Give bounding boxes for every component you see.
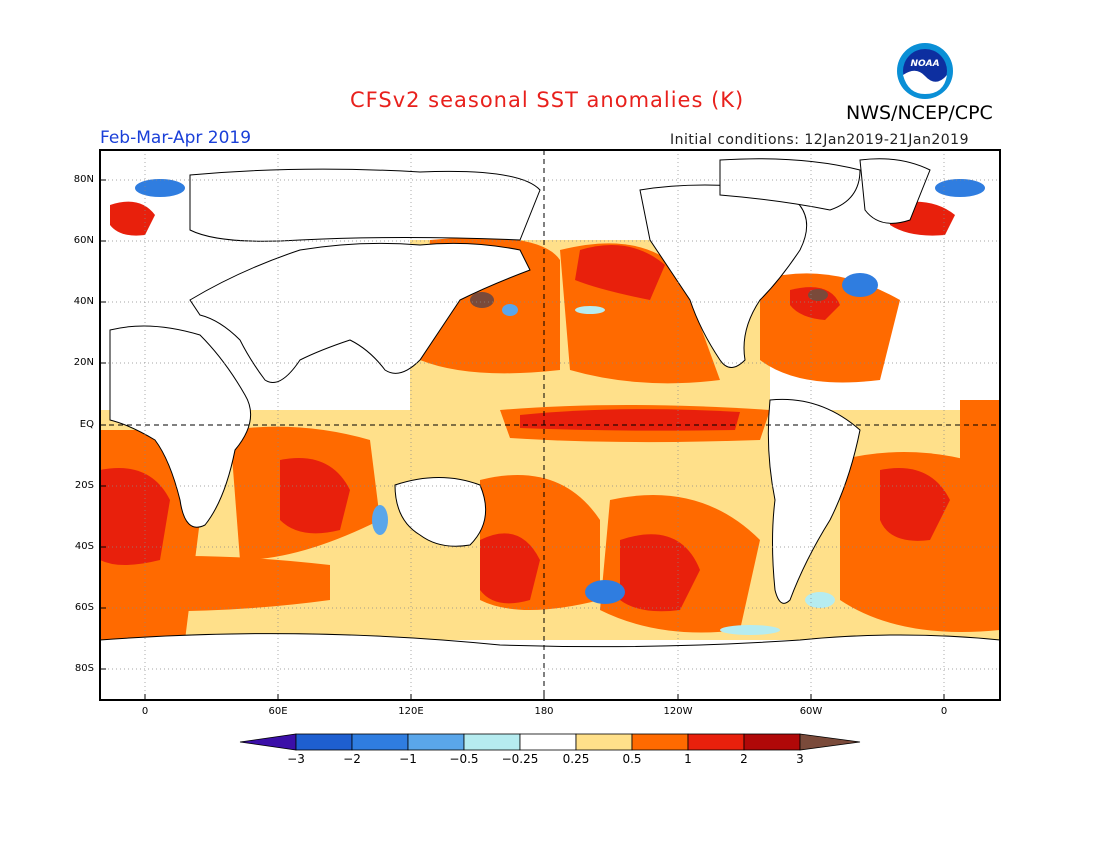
noaa-logo: NOAA <box>897 43 953 99</box>
agency-label: NWS/NCEP/CPC <box>846 102 993 124</box>
lon-label-0-east: 0 <box>940 706 948 717</box>
colorbar-swatch-4 <box>463 733 521 751</box>
lat-label-40n: 40N <box>73 296 94 307</box>
colorbar-swatch-6 <box>575 733 633 751</box>
colorbar-label: 0.25 <box>562 752 590 766</box>
lat-label-eq: EQ <box>79 419 94 430</box>
lat-label-40s: 40S <box>74 541 94 552</box>
map-title: CFSv2 seasonal SST anomalies (K) <box>350 88 745 112</box>
lon-label-60e: 60E <box>268 706 288 717</box>
colorbar-swatch-3 <box>407 733 465 751</box>
initial-conditions: Initial conditions: 12Jan2019-21Jan2019 <box>670 132 969 148</box>
lon-label-0: 0 <box>141 706 149 717</box>
lat-label-20n: 20N <box>73 357 94 368</box>
svg-text:NOAA: NOAA <box>910 59 939 69</box>
lat-label-20s: 20S <box>74 480 94 491</box>
lon-label-120e: 120E <box>398 706 424 717</box>
colorbar-swatch-0 <box>239 733 297 751</box>
colorbar-swatch-9 <box>743 733 801 751</box>
lat-label-80n: 80N <box>73 174 94 185</box>
lon-label-120w: 120W <box>663 706 693 717</box>
colorbar-swatch-7 <box>631 733 689 751</box>
equator-dateline <box>100 150 1000 700</box>
colorbar-label: −2 <box>343 752 361 766</box>
colorbar-label: −3 <box>287 752 305 766</box>
colorbar-label: 3 <box>796 752 804 766</box>
colorbar-label: 0.5 <box>622 752 642 766</box>
lat-label-60n: 60N <box>73 235 94 246</box>
colorbar-label: 1 <box>684 752 692 766</box>
colorbar-label: −0.5 <box>449 752 479 766</box>
axis-ticks <box>100 179 945 700</box>
colorbar-swatch-1 <box>295 733 353 751</box>
lon-label-60w: 60W <box>799 706 823 717</box>
lon-label-180: 180 <box>534 706 554 717</box>
colorbar-label: 2 <box>740 752 748 766</box>
anomaly-fields <box>100 150 1000 700</box>
colorbar-swatch-10 <box>799 733 861 751</box>
colorbar-label: −1 <box>399 752 417 766</box>
colorbar-swatch-8 <box>687 733 745 751</box>
colorbar-swatch-5 <box>519 733 577 751</box>
colorbar-swatch-2 <box>351 733 409 751</box>
lat-label-60s: 60S <box>74 602 94 613</box>
lat-label-80s: 80S <box>74 663 94 674</box>
forecast-period: Feb-Mar-Apr 2019 <box>100 128 252 148</box>
colorbar-label: −0.25 <box>501 752 539 766</box>
